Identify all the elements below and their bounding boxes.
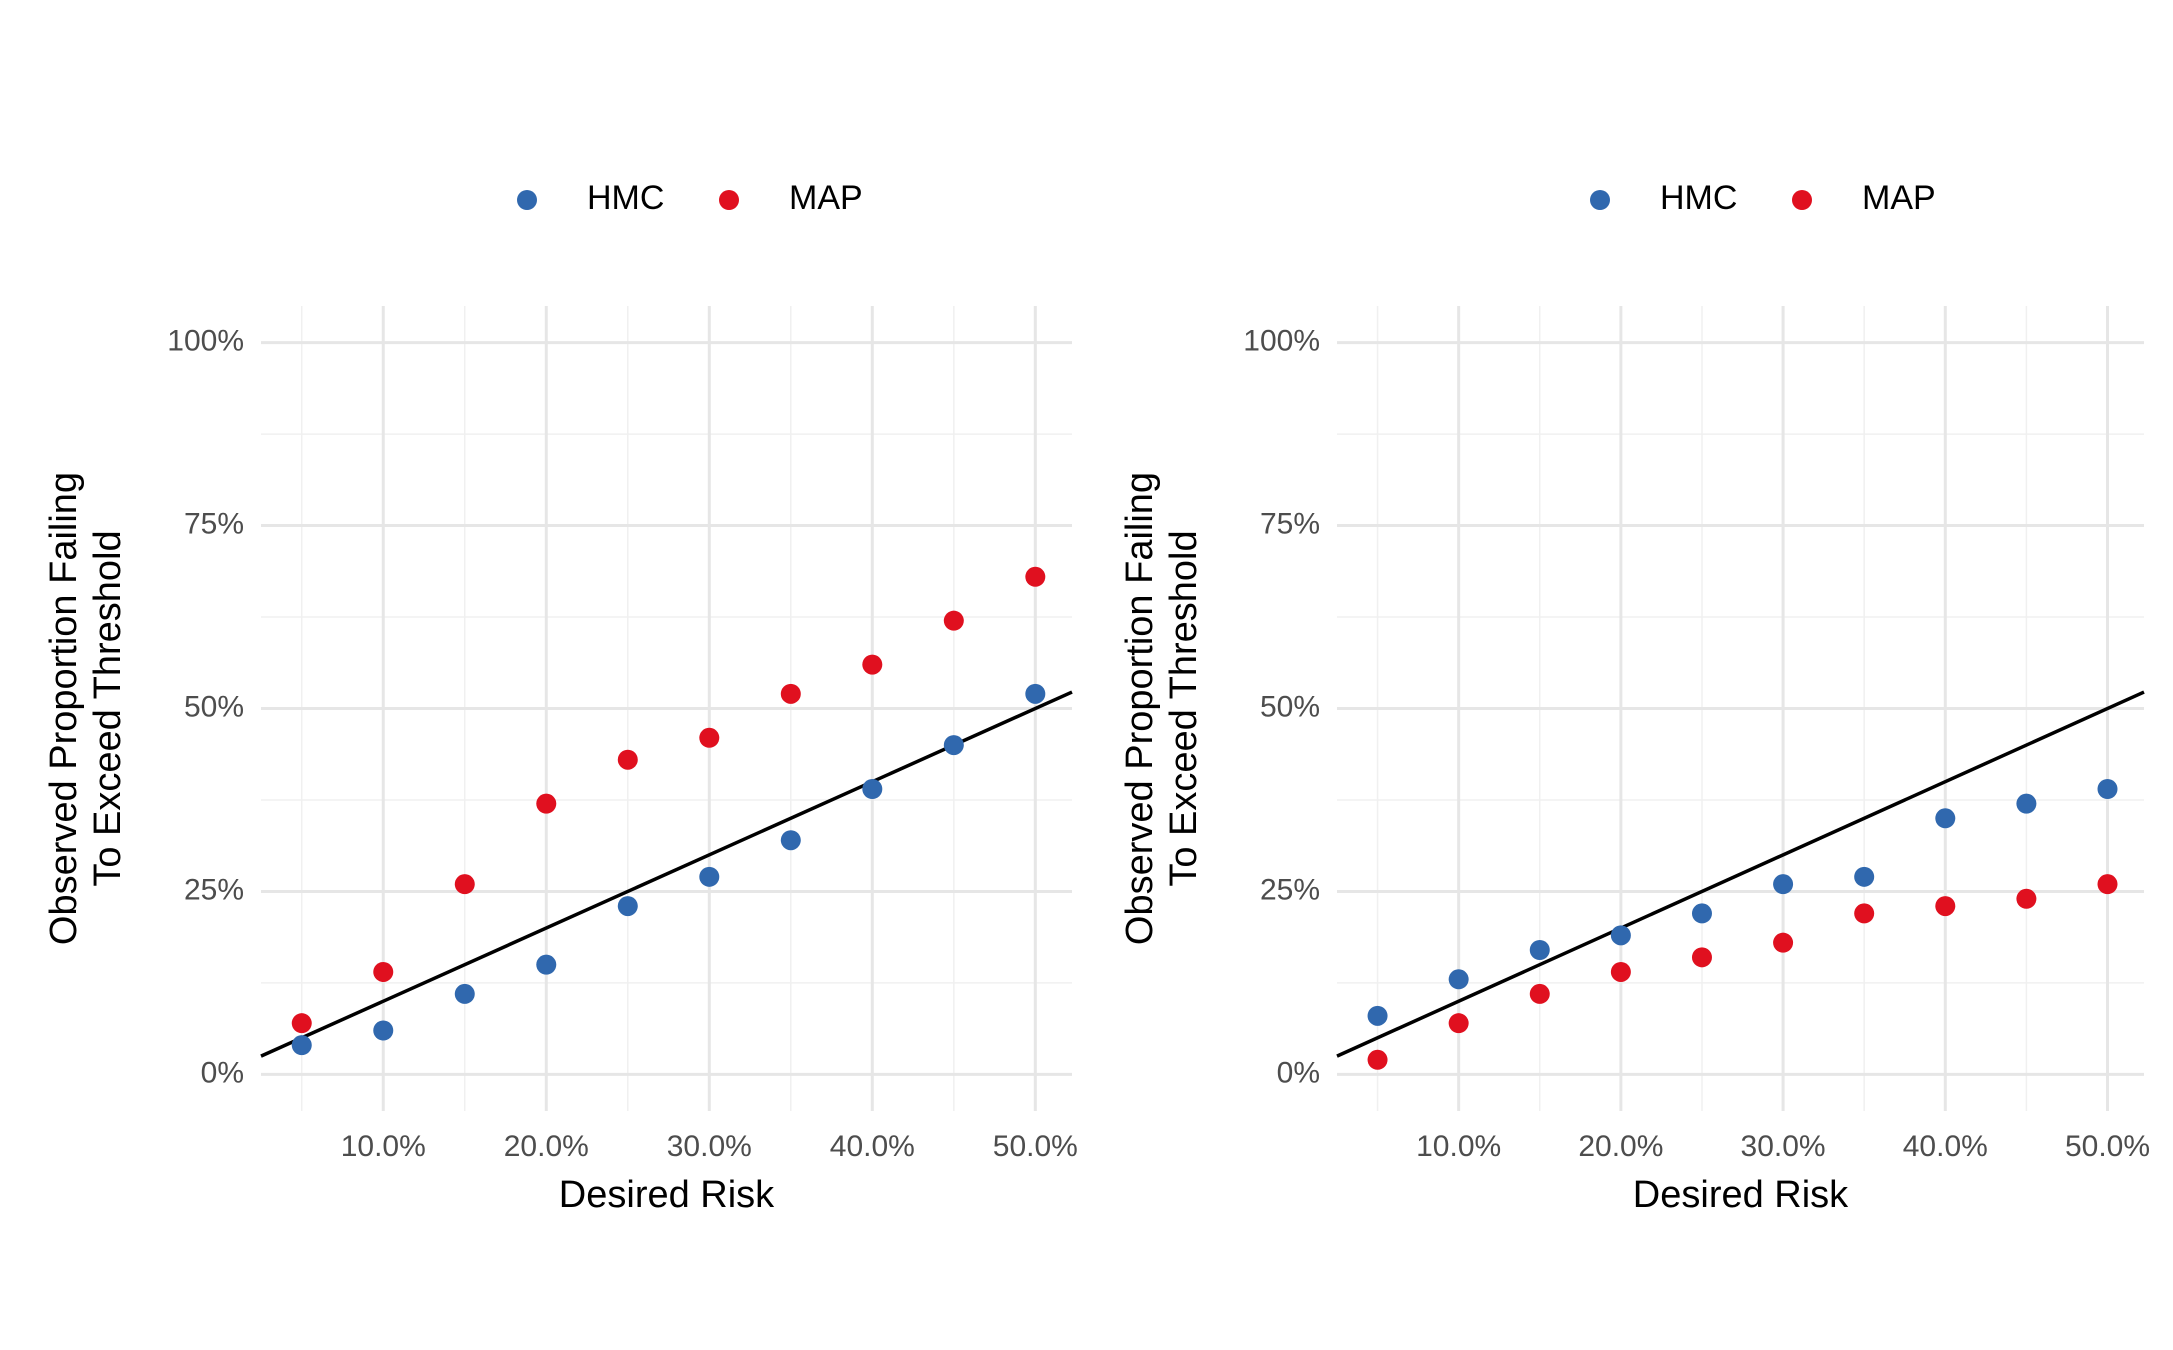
point (373, 961, 394, 982)
y-tick-label: 0% (201, 1056, 244, 1089)
point (291, 1013, 312, 1034)
y-axis-title: To Exceed Threshold (87, 530, 129, 886)
x-tick-label: 40.0% (1903, 1130, 1988, 1163)
legend-label: HMC (587, 179, 664, 217)
point (699, 866, 720, 887)
x-tick-label: 50.0% (993, 1130, 1078, 1163)
y-tick-label: 75% (184, 507, 244, 540)
point (1448, 969, 1469, 990)
point (862, 654, 883, 675)
legend-label: MAP (789, 179, 863, 217)
legend-marker (719, 190, 739, 210)
x-tick-label: 40.0% (830, 1130, 915, 1163)
legend-label: MAP (1862, 179, 1936, 217)
identity-line (260, 690, 1073, 1058)
x-tick-label: 10.0% (1416, 1130, 1501, 1163)
point (454, 874, 475, 895)
y-tick-label: 25% (184, 873, 244, 906)
point (780, 683, 801, 704)
legend-marker (1792, 190, 1812, 210)
point (1025, 566, 1046, 587)
y-tick-label: 75% (1260, 507, 1320, 540)
point (1935, 896, 1956, 917)
point (1367, 1005, 1388, 1026)
point (1448, 1013, 1469, 1034)
point (1691, 947, 1712, 968)
identity-line (1336, 690, 2145, 1058)
point (454, 983, 475, 1004)
y-tick-label: 50% (184, 690, 244, 723)
legend-marker (517, 190, 537, 210)
point (1854, 903, 1875, 924)
x-tick-label: 20.0% (504, 1130, 589, 1163)
point (617, 896, 638, 917)
panel: 0% 25% 50% 75% 100% 10.0% 20.0% 30.0% 40.0% 50.0%… (1119, 179, 2150, 1216)
point (617, 749, 638, 770)
legend-marker (1590, 190, 1610, 210)
point (2016, 793, 2037, 814)
y-tick-label: 0% (1277, 1056, 1320, 1089)
y-tick-label: 100% (1243, 325, 1320, 358)
point (2016, 888, 2037, 909)
point (291, 1035, 312, 1056)
point (1610, 925, 1631, 946)
point (1367, 1049, 1388, 1070)
y-axis-title: Observed Proportion Failing (1119, 472, 1161, 945)
point (1691, 903, 1712, 924)
y-tick-label: 25% (1260, 873, 1320, 906)
x-tick-label: 10.0% (341, 1130, 426, 1163)
point (780, 830, 801, 851)
point (1529, 983, 1550, 1004)
x-tick-label: 30.0% (667, 1130, 752, 1163)
point (1773, 932, 1794, 953)
x-axis-title: Desired Risk (559, 1174, 775, 1216)
point (1773, 874, 1794, 895)
point (373, 1020, 394, 1041)
point (943, 735, 964, 756)
panel: 0% 25% 50% 75% 100% 10.0% 20.0% 30.0% 40.0% 50.0%… (43, 179, 1078, 1216)
y-tick-label: 50% (1260, 690, 1320, 723)
point (536, 954, 557, 975)
legend-label: HMC (1660, 179, 1737, 217)
x-tick-label: 50.0% (2065, 1130, 2150, 1163)
point (1529, 940, 1550, 960)
x-axis-title: Desired Risk (1633, 1174, 1849, 1216)
point (2097, 874, 2118, 895)
point (536, 793, 557, 814)
x-tick-label: 20.0% (1578, 1130, 1663, 1163)
point (1854, 866, 1875, 887)
y-axis-title: Observed Proportion Failing (43, 472, 85, 945)
point (862, 779, 883, 799)
point (2097, 779, 2118, 799)
point (943, 610, 964, 631)
point (1935, 808, 1956, 829)
point (699, 727, 720, 748)
point (1025, 683, 1046, 704)
y-tick-label: 100% (167, 325, 244, 358)
y-axis-title: To Exceed Threshold (1163, 530, 1205, 886)
x-tick-label: 30.0% (1741, 1130, 1826, 1163)
point (1610, 961, 1631, 982)
